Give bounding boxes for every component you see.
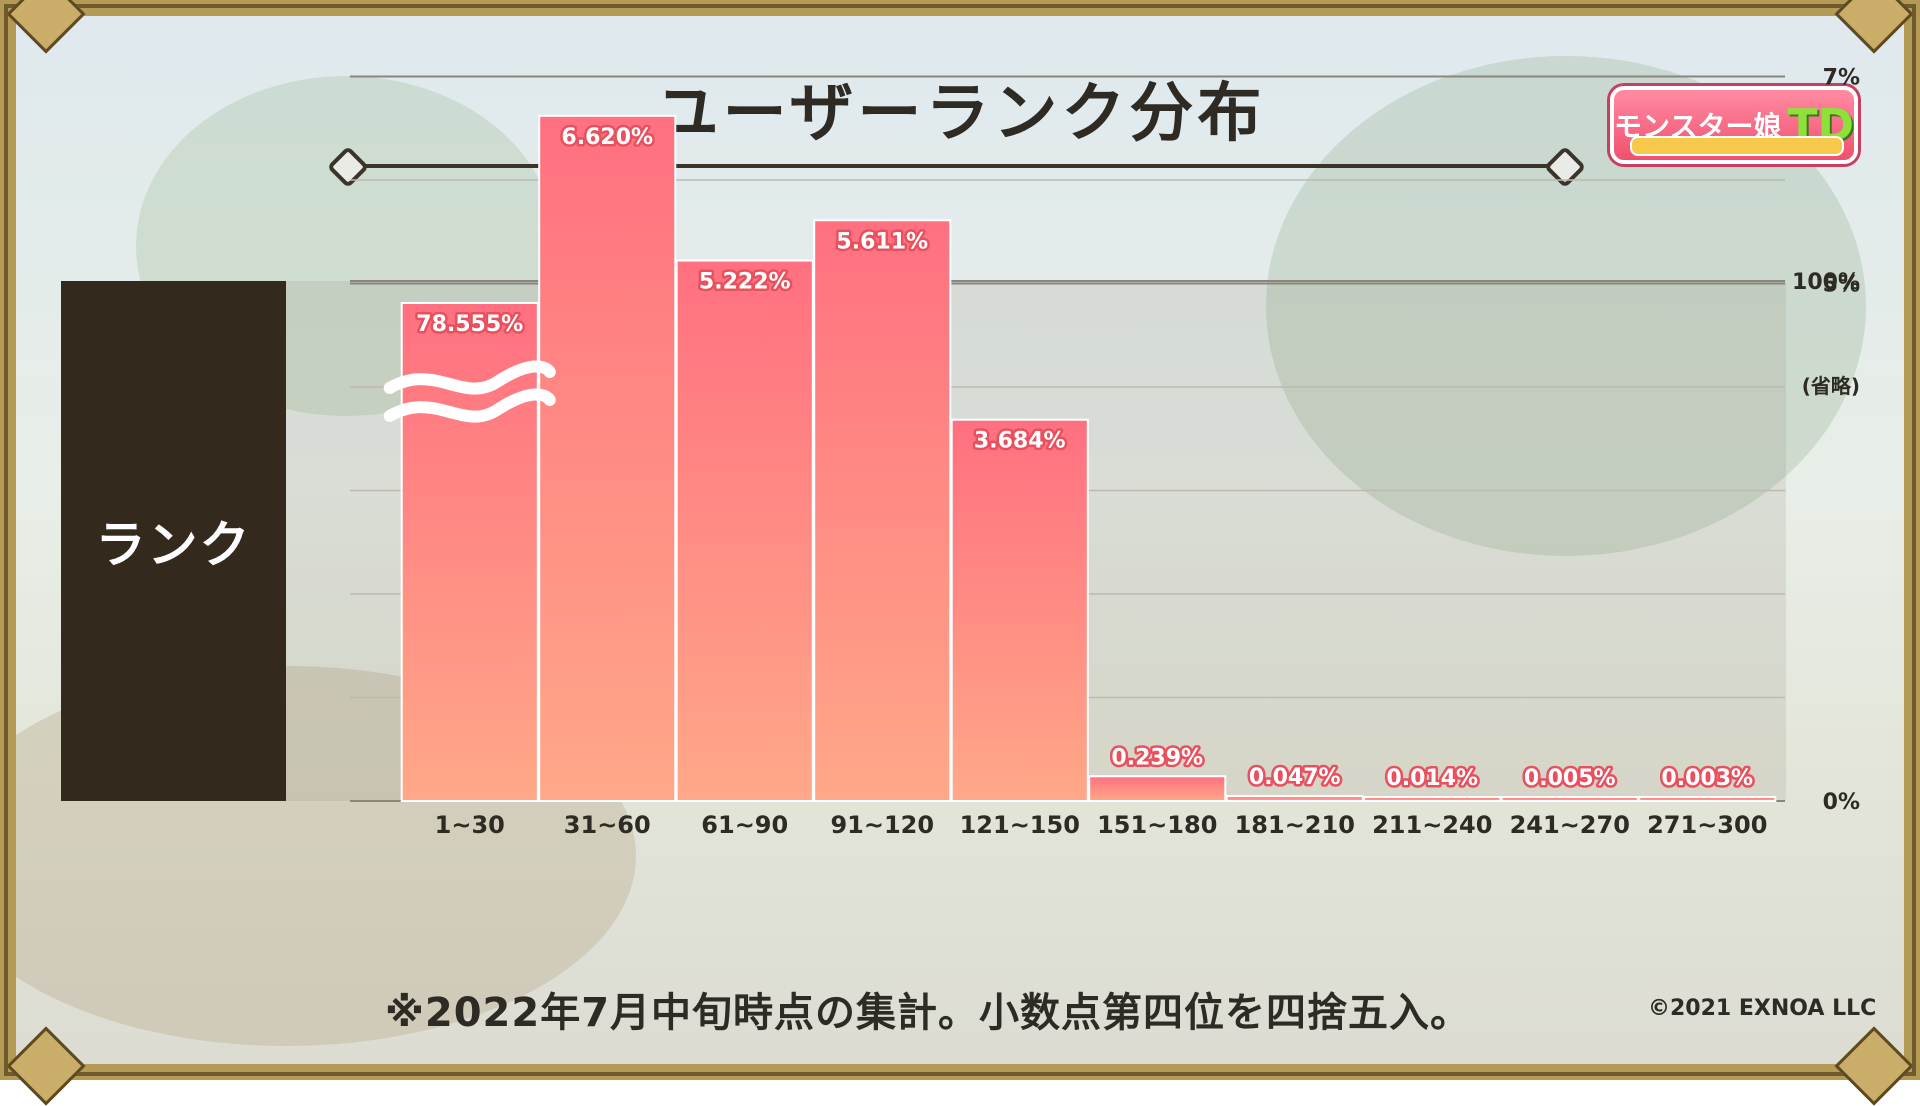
rank-panel: ランク	[61, 281, 286, 801]
bar	[1638, 796, 1777, 802]
x-tick-label: 211~240	[1372, 811, 1492, 839]
rank-panel-label: ランク	[95, 516, 252, 574]
y-tick-label: 5%	[1823, 273, 1860, 298]
title-underline	[345, 164, 1565, 168]
y-tick-label: 100%	[1792, 270, 1860, 295]
rank-distribution-chart: 100% (省略) 7% 5% 0% 78.555% 1~30 6.620% 31~60 5.22…	[350, 66, 1860, 839]
bar-value-label: 3.684%	[974, 429, 1066, 454]
bar-value-label: 0.239%	[1111, 745, 1203, 770]
x-tick-label: 241~270	[1510, 811, 1630, 839]
logo-ribbon	[1630, 136, 1844, 156]
footnote: ※2022年7月中旬時点の集計。小数点第四位を四捨五入。	[385, 990, 1472, 1036]
x-tick-label: 151~180	[1097, 811, 1217, 839]
bar	[813, 219, 952, 803]
y-tick-label: 0%	[1823, 790, 1860, 815]
bar	[1225, 795, 1364, 802]
bar	[675, 259, 814, 802]
copyright: ©2021 EXNOA LLC	[1648, 996, 1877, 1021]
bar	[950, 418, 1089, 802]
bar	[1088, 775, 1227, 802]
bar	[538, 114, 677, 802]
bar-value-label: 0.014%	[1386, 766, 1478, 791]
axis-break-mark	[383, 360, 556, 395]
bar	[1363, 796, 1502, 802]
x-tick-label: 271~300	[1647, 811, 1767, 839]
x-tick-label: 121~150	[960, 811, 1080, 839]
x-tick-label: 61~90	[701, 811, 788, 839]
y-tick-label: (省略)	[1802, 374, 1860, 398]
bar-value-label: 0.047%	[1249, 765, 1341, 790]
bar-value-label: 0.003%	[1661, 766, 1753, 791]
x-tick-label: 1~30	[435, 811, 505, 839]
bar-value-label: 0.005%	[1524, 766, 1616, 791]
bar-value-label: 6.620%	[561, 125, 653, 150]
y-tick-label: 7%	[1823, 66, 1860, 91]
bar-value-label: 5.222%	[699, 270, 791, 295]
x-tick-label: 91~120	[830, 811, 934, 839]
bar-value-label: 78.555%	[416, 312, 523, 337]
bar-value-label: 5.611%	[836, 229, 928, 254]
axis-break-mark	[383, 388, 556, 423]
x-tick-label: 181~210	[1235, 811, 1355, 839]
bar	[1500, 796, 1639, 802]
page-title: ユーザーランク分布	[654, 77, 1266, 151]
x-tick-label: 31~60	[564, 811, 651, 839]
